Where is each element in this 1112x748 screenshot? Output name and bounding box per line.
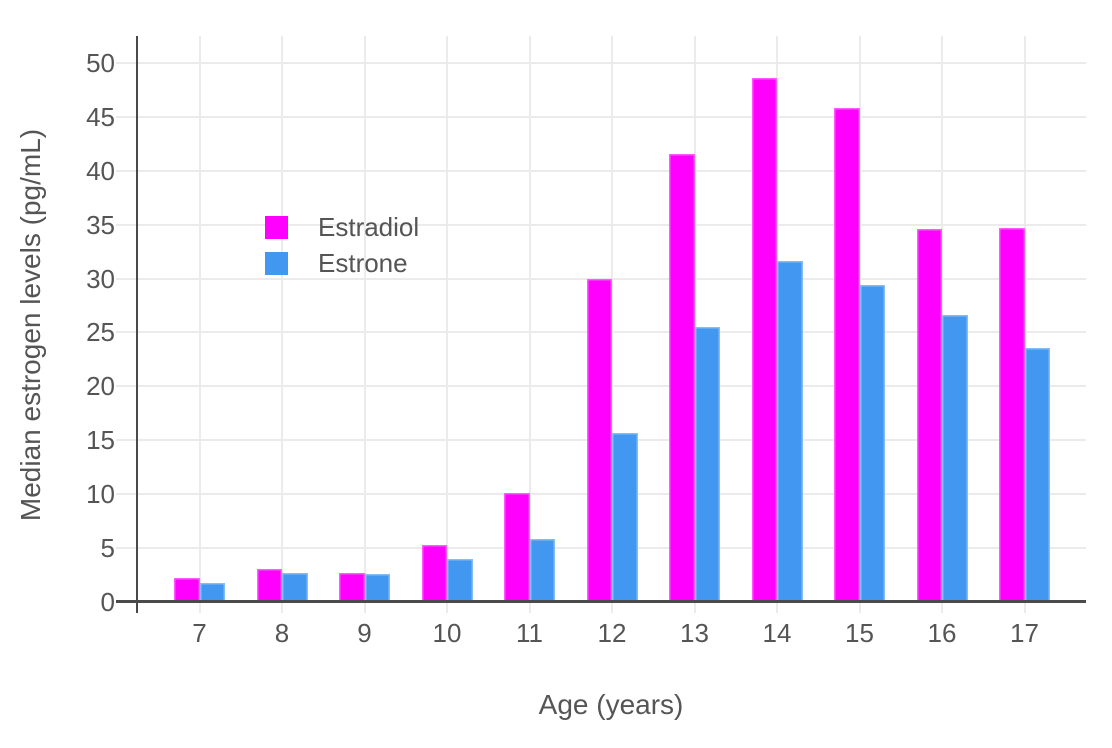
x-gridline: [1023, 36, 1026, 602]
x-tick-label: 10: [432, 618, 462, 648]
x-tick-label: 12: [597, 618, 627, 648]
bar-estradiol-17[interactable]: [999, 227, 1025, 602]
plot-area: 7 8 9 10 11 12 13 14 15 16 17 0 5 10 15 20 25 30 35 40 45 50 E…: [86, 36, 1086, 648]
bar-estradiol-11[interactable]: [504, 493, 530, 602]
y-tick-mark: [116, 277, 137, 280]
y-tick-mark: [116, 385, 137, 388]
x-tick-mark: [941, 602, 943, 613]
legend: Estradiol Estrone: [265, 209, 419, 281]
y-tick-mark: [116, 169, 137, 172]
y-tick-mark: [116, 493, 137, 496]
bar-estrone-13[interactable]: [694, 327, 720, 602]
bar-estrone-11[interactable]: [529, 539, 555, 602]
y-tick-label: 50: [86, 47, 115, 78]
bar-estrone-10[interactable]: [447, 558, 473, 602]
y-gridline: [137, 223, 1086, 226]
y-gridline: [137, 277, 1086, 280]
y-tick-mark: [116, 115, 137, 118]
x-tick-label: 7: [192, 618, 207, 648]
x-gridline: [446, 36, 448, 602]
y-tick-label: 25: [86, 317, 115, 348]
legend-item-estradiol[interactable]: Estradiol: [265, 209, 419, 245]
y-axis-line: [136, 36, 138, 613]
y-tick-label: 20: [86, 371, 115, 402]
x-tick-mark: [446, 602, 448, 613]
x-tick-mark: [611, 602, 613, 613]
x-tick-label: 13: [680, 618, 709, 648]
y-tick-label: 0: [100, 587, 115, 617]
x-gridline: [281, 36, 283, 602]
x-tick-mark: [858, 602, 861, 613]
legend-swatch-estrone: [265, 251, 288, 275]
x-tick-label: 15: [845, 618, 874, 648]
x-tick-mark: [528, 602, 531, 613]
y-tick-label: 10: [86, 479, 115, 510]
x-gridline: [363, 36, 366, 602]
x-tick-label: 11: [516, 618, 543, 648]
y-gridline: [137, 115, 1086, 118]
x-axis-title: Age (years): [538, 689, 684, 720]
legend-label-estradiol: Estradiol: [318, 211, 420, 242]
bar-estrone-12[interactable]: [612, 432, 638, 602]
y-tick-label: 5: [100, 533, 115, 564]
bar-estrone-9[interactable]: [364, 573, 390, 602]
y-tick-label: 40: [86, 155, 115, 186]
bar-estrone-7[interactable]: [199, 582, 225, 602]
bar-estradiol-9[interactable]: [339, 572, 365, 602]
bar-estradiol-10[interactable]: [421, 544, 447, 602]
y-tick-label: 15: [86, 425, 115, 456]
y-gridline: [137, 61, 1086, 64]
x-tick-mark: [776, 602, 778, 613]
x-tick-mark: [693, 602, 696, 613]
bar-estradiol-13[interactable]: [669, 153, 695, 602]
x-axis-line: [116, 600, 1086, 603]
bar-estradiol-7[interactable]: [174, 578, 200, 602]
legend-swatch-estradiol: [265, 215, 288, 239]
x-tick-label: 8: [274, 618, 290, 648]
bar-estrone-14[interactable]: [777, 261, 803, 602]
y-tick-mark: [116, 331, 137, 334]
y-gridline: [137, 169, 1086, 172]
y-tick-label: 45: [86, 101, 115, 132]
x-gridline: [693, 36, 696, 602]
x-tick-mark: [1023, 602, 1026, 613]
y-tick-label: 35: [86, 209, 115, 240]
x-gridline: [528, 36, 531, 602]
bar-estrone-17[interactable]: [1024, 347, 1050, 602]
bar-estradiol-14[interactable]: [751, 78, 777, 602]
x-tick-label: 17: [1010, 618, 1039, 648]
x-tick-mark: [363, 602, 366, 613]
legend-item-estrone[interactable]: Estrone: [265, 245, 419, 281]
x-tick-mark: [198, 602, 201, 613]
bar-estradiol-12[interactable]: [586, 278, 612, 602]
y-tick-label: 30: [86, 263, 115, 294]
x-tick-label: 9: [357, 618, 372, 648]
x-tick-label: 16: [927, 618, 957, 648]
y-tick-mark: [116, 547, 137, 550]
legend-label-estrone: Estrone: [318, 247, 408, 278]
bar-estrone-15[interactable]: [859, 285, 885, 602]
y-tick-mark: [116, 61, 137, 64]
bar-estradiol-16[interactable]: [916, 228, 942, 602]
y-tick-mark: [116, 439, 137, 442]
bar-estradiol-8[interactable]: [256, 568, 282, 602]
bar-estrone-16[interactable]: [942, 315, 968, 602]
x-tick-label: 14: [762, 618, 792, 648]
bar-estradiol-15[interactable]: [834, 108, 860, 602]
y-tick-mark: [116, 223, 137, 226]
x-gridline: [198, 36, 201, 602]
bar-estrone-8[interactable]: [282, 572, 308, 602]
x-gridline: [611, 36, 613, 602]
x-tick-mark: [281, 602, 283, 613]
